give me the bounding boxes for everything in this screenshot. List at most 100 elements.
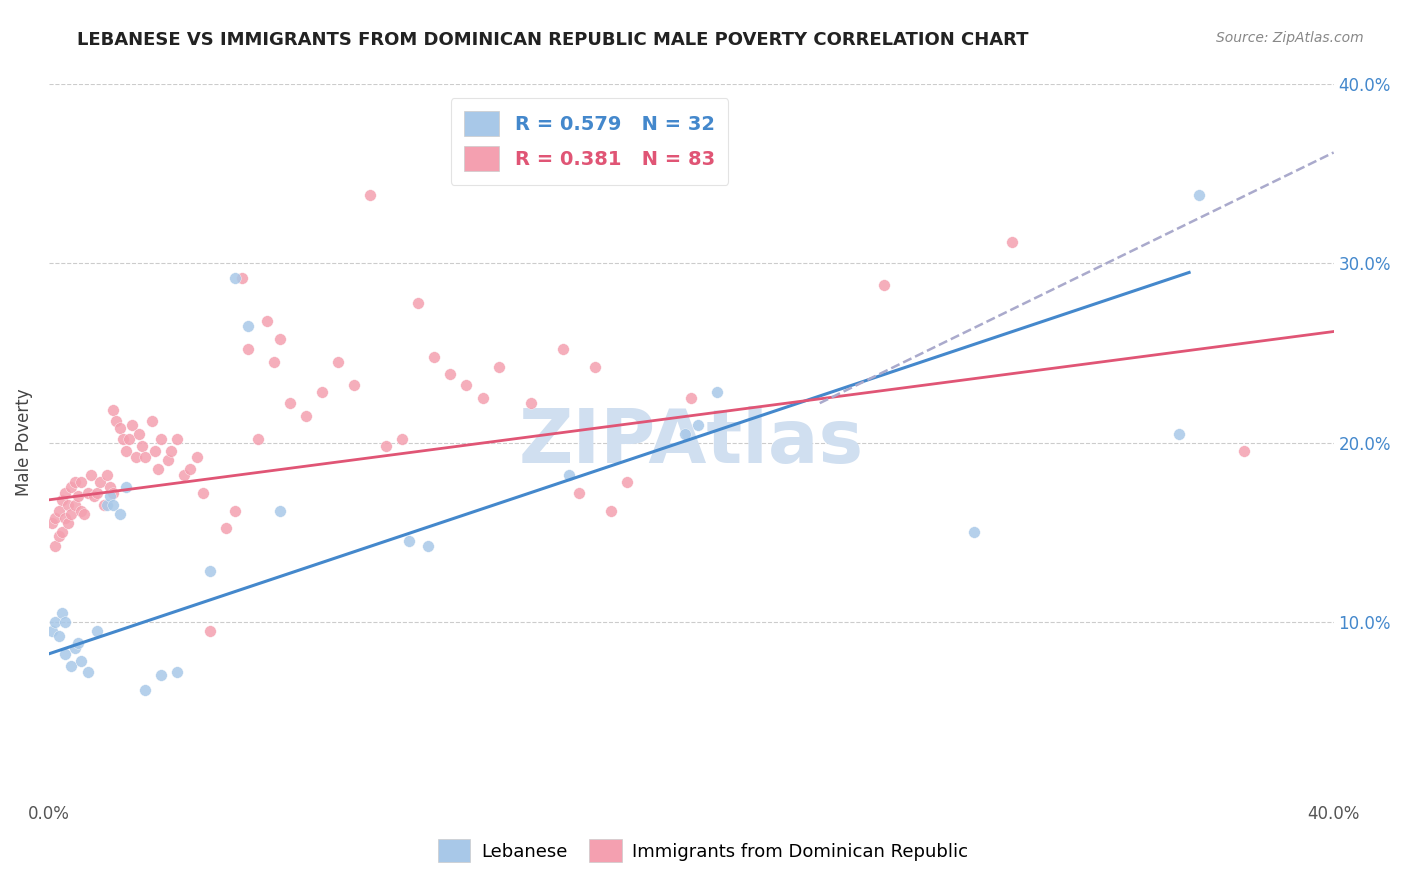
Point	[398, 534, 420, 549]
Point	[263, 355, 285, 369]
Point	[105, 414, 128, 428]
Point	[963, 524, 986, 539]
Point	[51, 492, 73, 507]
Point	[558, 467, 581, 482]
Point	[108, 421, 131, 435]
Point	[58, 498, 80, 512]
Point	[179, 462, 201, 476]
Point	[873, 277, 896, 292]
Point	[44, 510, 66, 524]
Point	[103, 403, 125, 417]
Point	[51, 606, 73, 620]
Point	[60, 507, 83, 521]
Point	[269, 503, 291, 517]
Text: ZIPAtlas: ZIPAtlas	[519, 406, 863, 479]
Point	[673, 426, 696, 441]
Point	[41, 516, 63, 530]
Point	[134, 682, 156, 697]
Point	[343, 378, 366, 392]
Point	[551, 343, 574, 357]
Point	[236, 343, 259, 357]
Point	[391, 432, 413, 446]
Legend: R = 0.579   N = 32, R = 0.381   N = 83: R = 0.579 N = 32, R = 0.381 N = 83	[450, 98, 728, 185]
Point	[600, 503, 623, 517]
Point	[583, 360, 606, 375]
Point	[83, 489, 105, 503]
Point	[53, 510, 76, 524]
Point	[166, 432, 188, 446]
Point	[48, 629, 70, 643]
Point	[686, 417, 709, 432]
Point	[48, 528, 70, 542]
Point	[63, 641, 86, 656]
Point	[63, 498, 86, 512]
Point	[143, 444, 166, 458]
Point	[519, 396, 541, 410]
Point	[236, 319, 259, 334]
Point	[115, 444, 138, 458]
Point	[1188, 188, 1211, 202]
Point	[191, 485, 214, 500]
Point	[231, 270, 253, 285]
Point	[198, 624, 221, 638]
Point	[423, 350, 446, 364]
Point	[471, 391, 494, 405]
Point	[80, 467, 103, 482]
Point	[60, 659, 83, 673]
Point	[568, 485, 591, 500]
Point	[278, 396, 301, 410]
Point	[66, 489, 89, 503]
Point	[115, 480, 138, 494]
Point	[1001, 235, 1024, 249]
Point	[616, 475, 638, 489]
Point	[70, 654, 93, 668]
Legend: Lebanese, Immigrants from Dominican Republic: Lebanese, Immigrants from Dominican Repu…	[430, 832, 976, 870]
Point	[488, 360, 510, 375]
Point	[359, 188, 381, 202]
Point	[246, 432, 269, 446]
Point	[1233, 444, 1256, 458]
Point	[51, 524, 73, 539]
Point	[269, 332, 291, 346]
Point	[103, 498, 125, 512]
Point	[295, 409, 318, 423]
Point	[111, 432, 134, 446]
Point	[93, 498, 115, 512]
Point	[150, 432, 173, 446]
Point	[53, 647, 76, 661]
Point	[66, 636, 89, 650]
Point	[311, 385, 333, 400]
Point	[150, 668, 173, 682]
Point	[98, 480, 121, 494]
Point	[416, 540, 439, 554]
Point	[128, 426, 150, 441]
Point	[63, 475, 86, 489]
Point	[98, 489, 121, 503]
Point	[76, 485, 98, 500]
Point	[118, 432, 141, 446]
Point	[89, 475, 111, 489]
Point	[375, 439, 398, 453]
Point	[408, 296, 430, 310]
Point	[166, 665, 188, 679]
Point	[86, 485, 108, 500]
Point	[121, 417, 143, 432]
Point	[108, 507, 131, 521]
Point	[96, 498, 118, 512]
Y-axis label: Male Poverty: Male Poverty	[15, 389, 32, 496]
Point	[70, 503, 93, 517]
Point	[156, 453, 179, 467]
Point	[125, 450, 148, 464]
Point	[103, 485, 125, 500]
Point	[41, 624, 63, 638]
Point	[706, 385, 728, 400]
Point	[44, 540, 66, 554]
Point	[256, 314, 278, 328]
Point	[439, 368, 461, 382]
Point	[456, 378, 478, 392]
Point	[58, 516, 80, 530]
Point	[96, 467, 118, 482]
Point	[224, 503, 246, 517]
Point	[681, 391, 703, 405]
Point	[214, 521, 236, 535]
